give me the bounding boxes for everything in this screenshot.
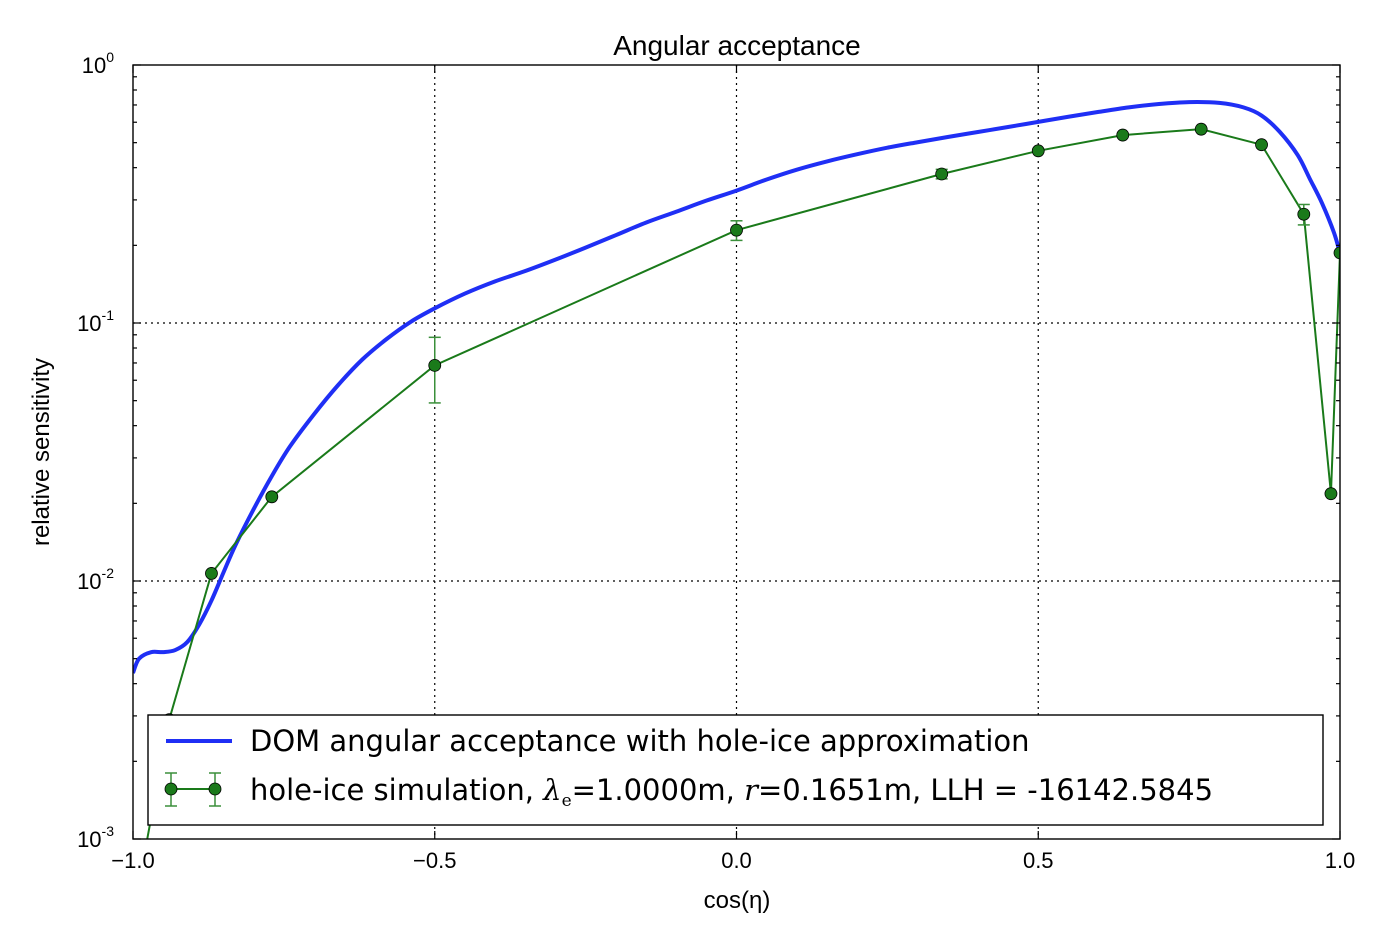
data-point [1333,246,1340,260]
data-point [1255,138,1268,152]
legend-box [147,714,1324,826]
x-tick-label: 0.0 [721,848,752,873]
data-point [1031,144,1045,158]
chart-title: Angular acceptance [613,30,861,61]
series-line-hole-ice [146,128,1340,839]
y-tick-label: 10-2 [77,565,114,594]
series-line-dom-acceptance [133,100,1340,674]
legend: DOM angular acceptance with hole-ice app… [147,714,1324,826]
plot-area [133,100,1340,839]
axes-ticks: −1.0 −0.5 0.0 0.5 1.0 10-3 10-2 10-1 100 [77,49,1355,873]
data-point [935,167,949,181]
plot-frame [132,64,1341,840]
data-point [1194,122,1208,136]
y-tick-label: 10-3 [77,823,114,852]
data-point [730,223,743,237]
x-tick-label: −0.5 [413,848,456,873]
data-point [265,490,279,504]
data-point [205,567,218,580]
x-tick-label: 1.0 [1325,848,1356,873]
y-tick-label: 100 [82,49,114,78]
data-point [1297,207,1311,221]
y-axis-label: relative sensitivity [28,358,55,546]
data-point [1324,487,1338,501]
x-axis-label: cos(η) [704,887,771,914]
x-tick-label: 0.5 [1023,848,1054,873]
y-tick-label: 10-1 [77,307,114,336]
data-point [1116,128,1130,142]
legend-line-label: DOM angular acceptance with hole-ice app… [250,724,1030,758]
data-point [428,358,442,372]
x-tick-label: −1.0 [111,848,154,873]
legend-scatter-label: hole-ice simulation, λe=1.0000m, r=0.165… [250,773,1213,811]
legend-errorbar-swatch [164,772,222,807]
